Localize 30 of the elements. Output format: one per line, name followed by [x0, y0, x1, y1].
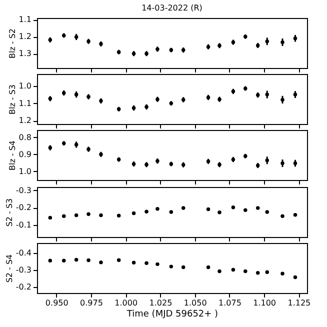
y-tick-label: -0.2 [16, 203, 32, 212]
x-tick-label: 1.025 [149, 298, 172, 308]
y-axis-title: Blz - S2 [8, 28, 17, 59]
y-tick-label: 1.1 [18, 15, 32, 24]
x-tick-label: 0.975 [80, 298, 103, 308]
y-tick-label: 0.8 [18, 132, 32, 142]
y-tick-label: 1.2 [18, 116, 32, 126]
y-tick-label: 1.0 [18, 82, 32, 91]
y-tick-label: 1.3 [18, 49, 32, 58]
chart-title: 14-03-2022 (R) [142, 4, 202, 13]
y-tick-label: -0.1 [16, 220, 32, 230]
y-tick-label: 0.9 [18, 150, 32, 159]
x-tick-label: 1.125 [288, 298, 311, 308]
y-tick-label: -0.2 [16, 282, 32, 292]
x-tick-label: 0.950 [45, 298, 68, 308]
y-tick-label: 1.2 [18, 32, 32, 42]
y-tick-label: 1.0 [18, 166, 32, 176]
x-axis-title: Time (MJD 59652+ ) [126, 310, 218, 320]
y-tick-label: -0.4 [16, 248, 32, 258]
x-tick-label: 1.100 [253, 298, 276, 308]
y-tick-label: -0.3 [16, 266, 32, 275]
y-axis-title: Blz - S3 [8, 84, 17, 115]
x-tick-label: 1.000 [114, 298, 138, 308]
y-tick-label: 1.1 [18, 98, 32, 108]
y-tick-label: -0.3 [16, 186, 32, 195]
x-tick-label: 1.075 [218, 298, 242, 308]
y-axis-title: S2 - S3 [4, 198, 14, 227]
y-axis-title: Blz - S4 [8, 140, 17, 171]
y-axis-title: S2 - S4 [4, 254, 14, 283]
x-tick-label: 1.050 [184, 298, 207, 308]
